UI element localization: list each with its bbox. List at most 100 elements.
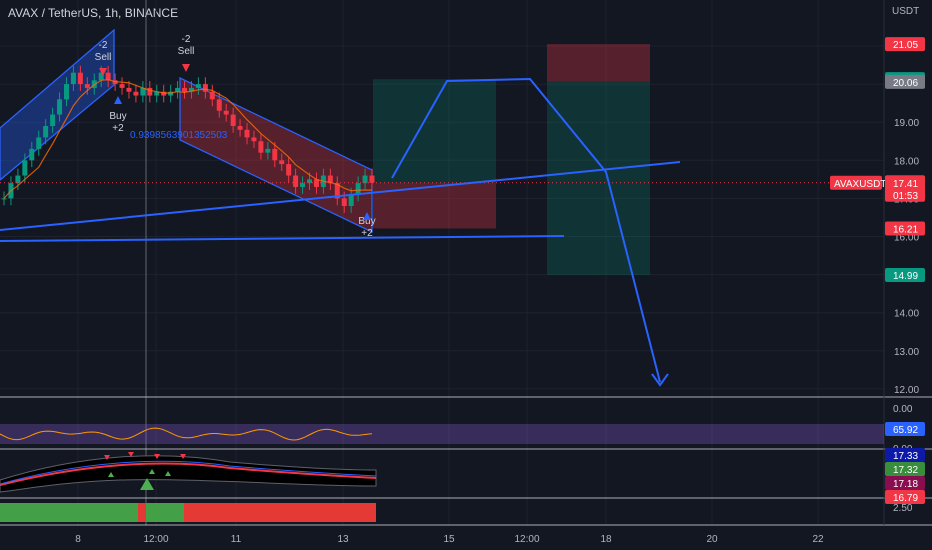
candle-body: [348, 194, 354, 207]
band-pill-text: 17.33: [893, 451, 918, 462]
chart-title: AVAX / TetherUS, 1h, BINANCE: [8, 6, 179, 20]
candle-body: [223, 110, 229, 115]
candle-body: [98, 72, 104, 81]
trendline-support: [0, 235, 565, 242]
candle-body: [355, 183, 361, 195]
price-tick-label: 16.00: [894, 233, 919, 244]
sell-signal-label: Sell: [95, 52, 112, 63]
histogram-green-block: [146, 503, 184, 522]
band-pill: [885, 490, 925, 504]
last-price-text: 17.41: [893, 179, 918, 190]
time-tick-label: 12:00: [143, 534, 168, 545]
rising-channel: [0, 30, 114, 180]
band-sell-marker: [104, 455, 110, 460]
band-line-blue: [0, 460, 377, 485]
candle-body: [154, 91, 160, 96]
price-pill-text: 14.99: [893, 271, 918, 282]
candle-body: [230, 114, 236, 127]
candle-body: [293, 175, 299, 187]
price-tick-label: 19.00: [894, 118, 919, 129]
price-pill: [885, 267, 925, 282]
price-pill: [885, 221, 925, 236]
candle-body: [202, 84, 208, 92]
candle-body: [369, 175, 375, 183]
grid: [0, 0, 932, 526]
oscillator-line: [0, 427, 373, 441]
currency-unit: USDT: [892, 6, 920, 17]
candle-body: [188, 87, 194, 92]
candle-body: [36, 137, 42, 149]
time-tick-label: 11: [231, 534, 242, 545]
histogram-axis-label: 2.50: [893, 503, 913, 514]
candle-body: [57, 99, 63, 115]
countdown-text: 01:53: [893, 191, 918, 202]
sell-signal-label: -2: [99, 40, 108, 51]
band-sell-marker: [154, 454, 160, 459]
candle-body: [175, 87, 181, 92]
candle-body: [126, 87, 132, 92]
symbol-badge-text: AVAXUSDT: [834, 179, 886, 190]
trendline-long: [0, 161, 681, 231]
drawings: [0, 77, 884, 387]
sell-arrow-icon: [99, 68, 107, 76]
candle-body: [63, 84, 69, 100]
candle-body: [341, 198, 347, 207]
candle-body: [182, 87, 188, 92]
candle-body: [237, 126, 243, 130]
candle-body: [327, 175, 333, 184]
price-tick-label: 14.00: [894, 309, 919, 320]
buy-signal-label: Buy: [358, 216, 375, 227]
band-buy-marker: [108, 472, 114, 477]
oscillator-pill-text: 65.92: [893, 425, 918, 436]
oscillator-axis-label: 0.00: [893, 404, 913, 415]
time-tick-label: 20: [706, 534, 718, 545]
candle-body: [29, 148, 35, 161]
time-tick-label: 13: [337, 534, 349, 545]
candle-body: [300, 183, 306, 187]
candle-body: [307, 179, 313, 184]
oscillator-pill: [885, 422, 925, 436]
band-pill: [885, 476, 925, 490]
candle-body: [133, 91, 139, 96]
buy-arrow-icon: [114, 96, 122, 104]
candle-body: [1, 198, 7, 200]
band-big-buy-marker: [140, 478, 154, 490]
price-tick-label: 18.00: [894, 156, 919, 167]
buy-signal-label: Buy: [109, 111, 126, 122]
time-tick-label: 22: [812, 534, 824, 545]
band-pill: [885, 448, 925, 462]
axes: 21.0020.0019.0018.0017.0016.0015.0014.00…: [75, 37, 925, 545]
price-pill-text: 21.05: [893, 40, 918, 51]
band-pill: [885, 462, 925, 476]
price-pill-text: 20.06: [893, 78, 918, 89]
candle-body: [209, 91, 215, 100]
band-sell-marker: [180, 454, 186, 459]
oscillator-band: [0, 424, 884, 444]
fib-value-label: 0.9398563901352503: [130, 130, 228, 141]
histogram-red-block: [184, 503, 376, 522]
symbol-badge: [830, 175, 882, 190]
candle-body: [244, 129, 250, 138]
band-pill-text: 17.18: [893, 479, 918, 490]
rising-channel-border: [0, 28, 115, 181]
buy-signal-label: +2: [361, 228, 373, 239]
moving-average-line: [3, 79, 372, 199]
candle-body: [334, 183, 340, 199]
band-pill-text: 16.79: [893, 493, 918, 504]
histogram-green-block: [0, 503, 138, 522]
candle-body: [70, 72, 76, 85]
sell-signal-label: -2: [182, 34, 191, 45]
band-sell-marker: [128, 452, 134, 457]
last-price-pill: [885, 175, 925, 202]
time-tick-label: 15: [443, 534, 455, 545]
candle-body: [22, 160, 28, 176]
short-stop-zone: [547, 44, 650, 82]
short-target-zone: [547, 81, 650, 275]
candle-body: [251, 137, 257, 142]
time-tick-label: 12:00: [514, 534, 539, 545]
sell-signal-label: Sell: [178, 46, 195, 57]
candle-body: [105, 72, 111, 81]
